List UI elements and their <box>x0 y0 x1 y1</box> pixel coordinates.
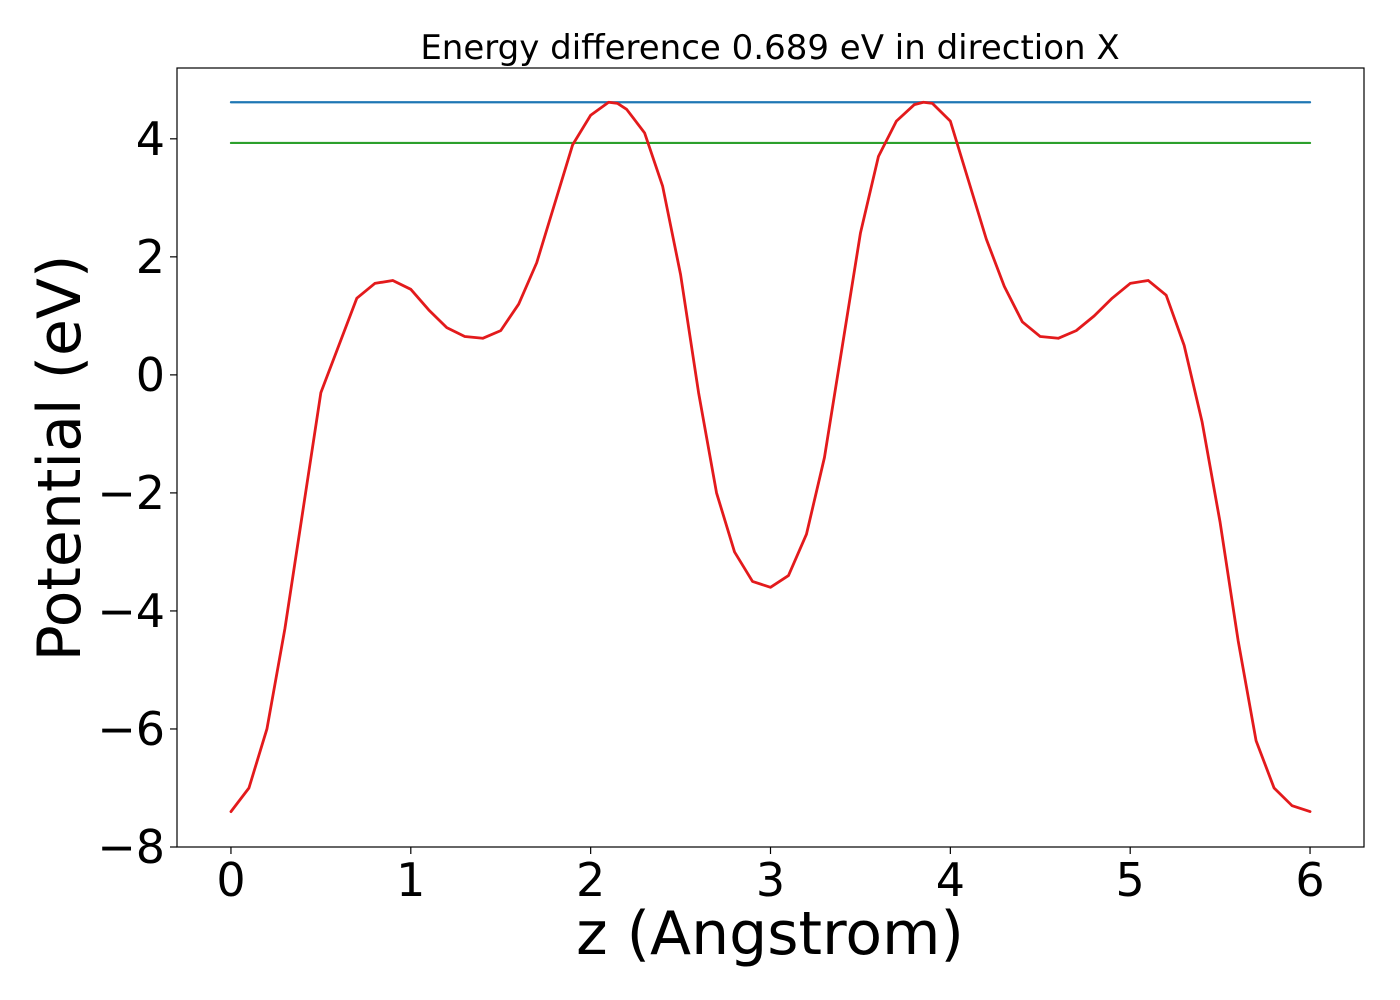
x-axis: 0 1 2 3 4 5 6 <box>216 847 1325 907</box>
plot-area <box>176 67 1365 848</box>
y-tick-label-4: 4 <box>136 112 165 166</box>
y-tick-label-0: 0 <box>136 348 165 402</box>
chart-title: Energy difference 0.689 eV in direction … <box>420 28 1119 68</box>
y-axis: −8 −6 −4 −2 0 2 4 <box>97 112 177 874</box>
series-layer <box>229 100 1312 813</box>
x-tick-label-1: 1 <box>396 853 425 907</box>
y-axis-label: Potential (eV) <box>25 255 95 662</box>
y-tick-label--4: −4 <box>97 584 165 638</box>
y-tick-label--6: −6 <box>97 702 165 756</box>
x-tick-label-0: 0 <box>216 853 245 907</box>
x-tick-label-6: 6 <box>1295 853 1324 907</box>
x-tick-label-4: 4 <box>936 853 965 907</box>
x-tick-label-5: 5 <box>1116 853 1145 907</box>
y-tick-label--2: −2 <box>97 466 165 520</box>
x-tick-label-2: 2 <box>576 853 605 907</box>
x-axis-label: z (Angstrom) <box>576 899 964 969</box>
plot-frame <box>176 67 1365 848</box>
y-tick-label--8: −8 <box>97 820 165 874</box>
y-tick-label-2: 2 <box>136 230 165 284</box>
series-line-3 <box>229 100 1312 813</box>
x-tick-label-3: 3 <box>756 853 785 907</box>
